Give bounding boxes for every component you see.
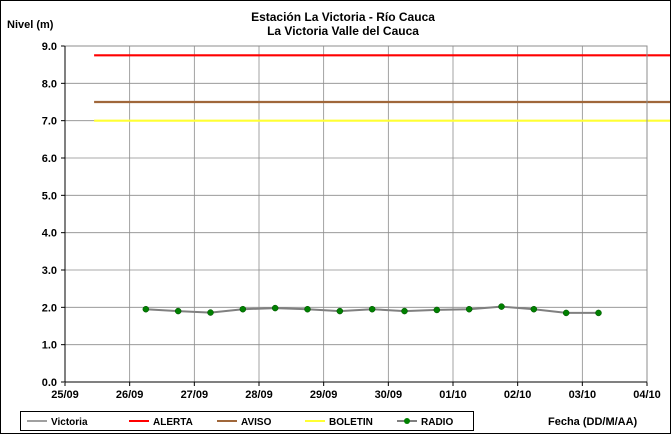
legend-aviso-label: AVISO [241, 417, 272, 428]
x-tick-label: 25/09 [51, 389, 79, 401]
legend-alerta-label: ALERTA [153, 417, 193, 428]
grid-lines [65, 45, 648, 382]
series-radio-point [401, 307, 408, 315]
series-radio-point [530, 305, 538, 313]
plot-area-border [64, 45, 648, 383]
x-tick-label: 30/09 [375, 389, 403, 401]
series-radio-point [465, 305, 473, 313]
series-radio-point [595, 309, 602, 317]
legend-boletin-label: BOLETIN [329, 417, 373, 428]
tick-labels: 0.0 1.0 2.0 3.0 4.0 5.0 6.0 7.0 8.0 9.0 25/09 26/09… [42, 41, 661, 401]
legend-victoria-label: Victoria [51, 417, 88, 428]
y-tick-label: 2.0 [42, 302, 57, 314]
chart-title: Estación La Victoria - Río Cauca [251, 10, 435, 24]
series-radio-point [174, 307, 182, 315]
y-tick-label: 9.0 [42, 41, 57, 53]
x-tick-label: 27/09 [181, 389, 209, 401]
legend-entries: VictoriaALERTAAVISOBOLETINRADIOCVC [27, 417, 530, 428]
axes [61, 45, 648, 386]
y-tick-label: 1.0 [42, 340, 57, 352]
plot-series [94, 54, 671, 317]
series-radio-point [562, 309, 570, 317]
x-tick-label: 03/10 [569, 389, 597, 401]
y-tick-label: 0.0 [42, 377, 57, 389]
y-tick-label: 7.0 [42, 116, 57, 128]
legend-radio-marker [404, 418, 410, 424]
series-radio-point [239, 305, 247, 313]
series-radio-point [271, 304, 279, 312]
series-radio-point [304, 305, 311, 313]
legend-radio-label: RADIO [421, 417, 453, 428]
x-tick-label: 01/10 [439, 389, 467, 401]
chart-subtitle: La Victoria Valle del Cauca [267, 24, 419, 38]
x-tick-label: 26/09 [116, 389, 144, 401]
y-tick-label: 8.0 [42, 78, 57, 90]
x-tick-label: 02/10 [504, 389, 532, 401]
x-axis-label: Fecha (DD/M/AA) [548, 416, 638, 428]
series-radio-point [142, 305, 150, 313]
y-tick-label: 3.0 [42, 265, 57, 277]
x-tick-label: 28/09 [245, 389, 273, 401]
y-tick-label: 6.0 [42, 153, 57, 165]
legend: VictoriaALERTAAVISOBOLETINRADIOCVC [20, 411, 530, 431]
series-radio-point [207, 309, 214, 316]
series-radio-point [368, 305, 376, 313]
y-tick-label: 5.0 [42, 190, 57, 202]
x-tick-label: 04/10 [633, 389, 661, 401]
y-tick-label: 4.0 [42, 228, 57, 240]
x-tick-label: 29/09 [310, 389, 338, 401]
series-radio-point [498, 303, 505, 310]
series-radio-point [433, 306, 441, 314]
series-radio-point [336, 307, 344, 315]
y-axis-label: Nivel (m) [7, 19, 54, 31]
